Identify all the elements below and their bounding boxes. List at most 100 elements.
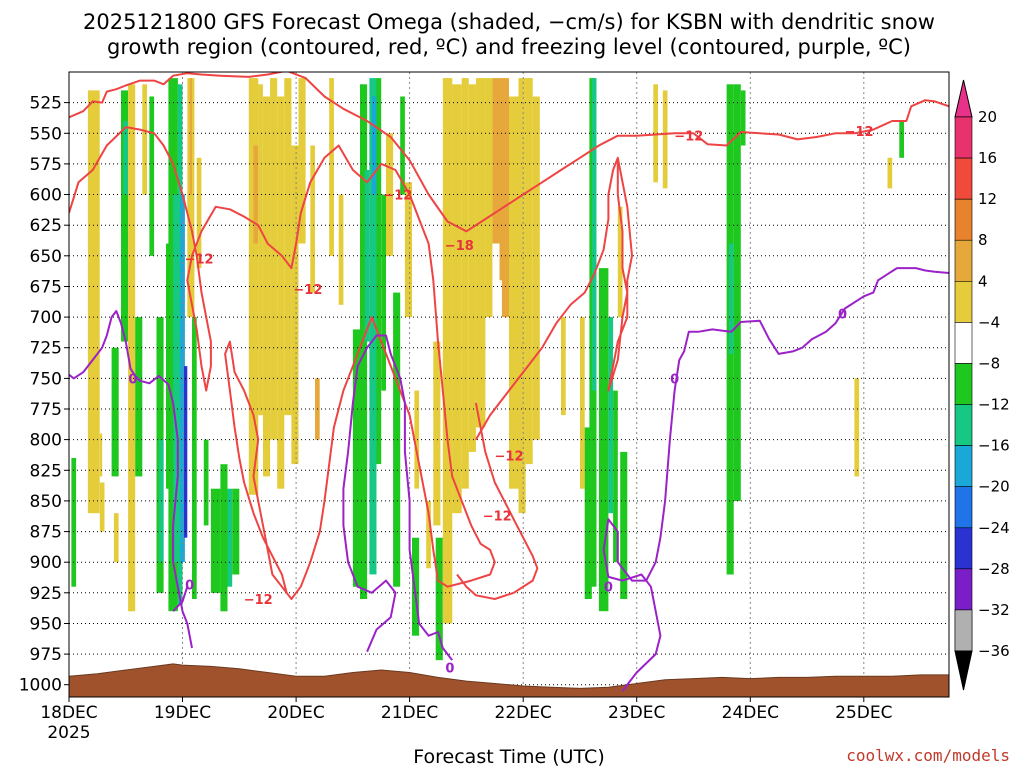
x-tick-label: 24DEC — [722, 703, 779, 723]
colorbar-label: 12 — [978, 190, 997, 208]
omega-cell — [360, 84, 368, 600]
omega-cell — [71, 458, 77, 587]
dgz-contour-label: −12 — [383, 189, 412, 204]
dgz-contour-label: −12 — [674, 130, 703, 145]
colorbar-segment — [954, 404, 973, 446]
colorbar-segment — [954, 568, 973, 611]
colorbar-label: −24 — [978, 519, 1010, 537]
x-tick-label: 25DEC — [835, 703, 892, 723]
omega-cell — [620, 451, 628, 599]
freezing-contour-label: 0 — [604, 581, 613, 596]
freezing-contour-label: 0 — [670, 372, 679, 387]
omega-cell — [135, 317, 143, 477]
x-tick-label: 20DEC — [267, 703, 324, 723]
omega-cell — [220, 464, 228, 612]
omega-cell — [196, 157, 202, 269]
y-tick-label: 825 — [30, 461, 62, 481]
chart-title-line-1: 2025121800 GFS Forecast Omega (shaded, −… — [83, 10, 935, 34]
colorbar-segment — [954, 363, 973, 405]
colorbar-segment — [954, 445, 973, 488]
dgz-contour-label: −18 — [445, 239, 474, 254]
omega-cell — [525, 78, 533, 465]
omega-cell — [291, 145, 299, 465]
x-tick-label: 21DEC — [381, 703, 438, 723]
omega-cell — [338, 194, 344, 305]
colorbar-label: −4 — [978, 313, 1000, 331]
dgz-contour-label: −12 — [845, 125, 874, 140]
credit-text: coolwx.com/models — [846, 746, 1010, 765]
y-tick-label: 575 — [30, 155, 62, 175]
omega-cell — [492, 78, 500, 244]
omega-cell — [371, 96, 377, 195]
omega-cell — [404, 182, 412, 318]
terrain — [69, 663, 949, 697]
omega-cell — [173, 194, 178, 563]
omega-cell — [166, 243, 171, 489]
freezing-level-contours — [69, 267, 949, 692]
y-tick-label: 550 — [30, 124, 62, 144]
colorbar-label: −28 — [978, 560, 1010, 578]
y-axis: 525 550 575 600 625 650 675 700 725 750 775 800 825 8… — [19, 94, 69, 696]
y-tick-label: 725 — [30, 339, 62, 359]
omega-cell — [412, 537, 420, 636]
omega-cell — [400, 96, 405, 195]
y-tick-label: 1000 — [19, 676, 62, 696]
y-tick-label: 850 — [30, 492, 62, 512]
x-tick-sublabel: 2025 — [47, 723, 90, 743]
y-tick-label: 925 — [30, 584, 62, 604]
dgz-contour-label: −12 — [244, 593, 273, 608]
colorbar-label: 16 — [978, 149, 997, 167]
freezing-contour-label: 0 — [128, 372, 137, 387]
y-tick-label: 775 — [30, 400, 62, 420]
omega-cell — [187, 78, 195, 318]
x-tick-label: 23DEC — [608, 703, 665, 723]
omega-cell — [501, 268, 509, 318]
omega-cell — [210, 488, 221, 593]
omega-cell — [203, 439, 209, 526]
omega-cell — [310, 145, 315, 293]
omega-cell — [729, 243, 734, 354]
y-tick-label: 675 — [30, 278, 62, 298]
y-tick-label: 950 — [30, 615, 62, 635]
omega-cell — [192, 317, 197, 599]
colorbar-label: 4 — [978, 272, 988, 290]
x-tick-label: 18DEC — [40, 703, 97, 723]
colorbar-segment — [954, 527, 973, 570]
omega-cell — [475, 78, 486, 428]
y-tick-label: 750 — [30, 369, 62, 389]
omega-cell — [461, 78, 469, 489]
dgz-contour-line — [69, 72, 949, 233]
omega-cell — [352, 329, 360, 587]
omega-cell — [258, 84, 263, 416]
omega-cell — [740, 90, 746, 146]
colorbar-segment — [954, 609, 973, 652]
freezing-contour-label: 0 — [185, 578, 194, 593]
omega-cell — [613, 390, 618, 563]
y-tick-label: 900 — [30, 553, 62, 573]
chart-title-line-2: growth region (contoured, red, ºC) and f… — [107, 35, 911, 59]
y-tick-label: 800 — [30, 431, 62, 451]
colorbar-bottom-arrow — [954, 650, 973, 691]
omega-cell — [561, 317, 566, 416]
omega-cell — [485, 78, 493, 318]
dgz-contour-label: −12 — [483, 510, 512, 525]
omega-cell — [381, 194, 386, 391]
omega-cell — [532, 96, 540, 440]
omega-cell — [369, 78, 377, 575]
y-tick-label: 975 — [30, 645, 62, 665]
freezing-contour-label: 0 — [445, 662, 454, 677]
omega-cell — [263, 96, 271, 477]
y-tick-label: 700 — [30, 308, 62, 328]
omega-cell — [149, 96, 155, 256]
omega-cell — [189, 78, 192, 195]
omega-cell — [284, 78, 292, 416]
colorbar-segment — [954, 157, 973, 200]
omega-cell — [111, 347, 119, 477]
omega-cell — [854, 378, 860, 477]
omega-cell — [123, 121, 129, 195]
omega-cell — [227, 488, 233, 587]
freezing-contour-line — [342, 334, 453, 661]
x-tick-label: 22DEC — [495, 703, 552, 723]
omega-cell — [253, 145, 259, 244]
omega-cell — [662, 90, 668, 189]
